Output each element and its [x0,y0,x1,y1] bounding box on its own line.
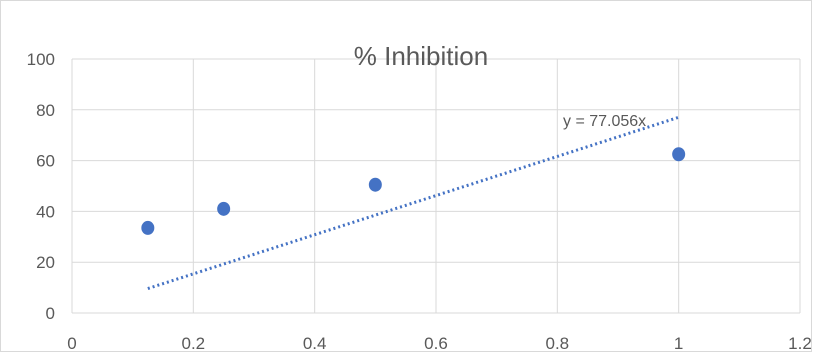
x-axis-tick-labels: 0 0.2 0.4 0.6 0.8 1 1.2 [67,334,812,353]
data-point [141,220,155,235]
vertical-gridlines [71,59,801,313]
y-tick-label: 20 [36,253,55,272]
linear-trendline [147,115,680,290]
x-tick-label: 0.4 [303,334,327,353]
x-tick-label: 1.2 [788,334,812,353]
x-tick-label: 0.6 [424,334,448,353]
x-tick-label: 1 [674,334,683,353]
chart-title: % Inhibition [354,41,488,71]
x-tick-label: 0.8 [546,334,570,353]
data-points [141,147,686,235]
y-tick-label: 40 [36,202,55,221]
data-point [217,201,231,216]
y-tick-label: 100 [27,50,55,69]
y-axis-tick-labels: 0 20 40 60 80 100 [27,50,55,323]
y-tick-label: 0 [46,304,55,323]
trendline-equation: y = 77.056x [563,113,646,130]
y-tick-label: 80 [36,101,55,120]
data-point [672,147,686,162]
x-tick-label: 0 [67,334,76,353]
horizontal-gridlines [72,58,800,314]
y-tick-label: 60 [36,152,55,171]
x-tick-label: 0.2 [182,334,206,353]
data-point [368,177,382,192]
